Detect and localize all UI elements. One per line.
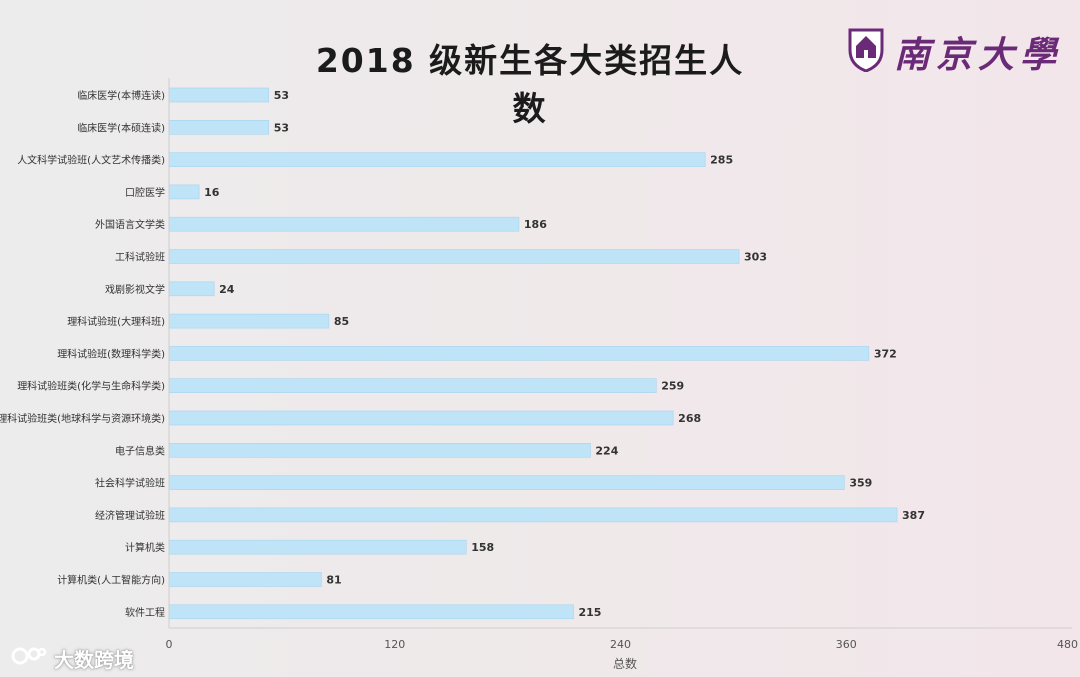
x-axis-label: 总数 — [613, 656, 637, 671]
bar — [168, 184, 200, 200]
value-label: 359 — [849, 477, 872, 490]
x-tick-label: 360 — [836, 638, 857, 651]
bar — [168, 604, 574, 620]
bar — [168, 120, 270, 135]
bar — [168, 249, 740, 264]
value-label: 53 — [274, 121, 289, 134]
value-label: 215 — [578, 606, 601, 619]
value-label: 186 — [524, 218, 547, 231]
category-label: 计算机类(人工智能方向) — [57, 574, 165, 587]
category-label: 口腔医学 — [125, 186, 165, 199]
chart-title: 2018 级新生各大类招生人数 — [315, 41, 745, 128]
value-label: 24 — [219, 283, 235, 296]
value-label: 285 — [710, 154, 733, 167]
category-label: 外国语言文学类 — [95, 218, 165, 231]
value-label: 16 — [204, 186, 220, 199]
university-seal-icon — [848, 28, 884, 72]
category-label: 工科试验班 — [115, 251, 165, 264]
bars-group — [168, 87, 898, 620]
category-label: 理科试验班(数理科学类) — [57, 347, 165, 360]
bar — [168, 216, 520, 232]
bar — [168, 410, 674, 426]
value-label: 303 — [744, 251, 767, 264]
category-label: 理科试验班类(化学与生命科学类) — [17, 380, 165, 393]
value-labels: 53 53 285 16 186 303 24 85 372 259 268 224 359 387 158… — [204, 89, 925, 619]
category-label: 理科试验班(大理科班) — [67, 315, 165, 328]
category-label: 人文科学试验班(人文艺术传播类) — [17, 154, 165, 167]
x-tick-label: 480 — [1057, 638, 1078, 651]
bar — [168, 313, 330, 329]
value-label: 85 — [334, 315, 349, 328]
bar — [168, 539, 467, 555]
x-tick-label: 240 — [610, 638, 631, 651]
university-name: 南京大學 — [894, 34, 1063, 76]
bar — [168, 346, 870, 361]
university-logo: 南京大學 — [846, 24, 1066, 78]
x-tick-label: 120 — [384, 638, 405, 651]
category-label: 电子信息类 — [115, 444, 165, 457]
category-label: 理科试验班类(地球科学与资源环境类) — [0, 412, 165, 425]
category-label: 临床医学(本博连读) — [77, 89, 165, 102]
bar — [168, 87, 270, 103]
bar — [168, 281, 215, 297]
x-axis: 0 120 240 360 480 — [166, 78, 1078, 651]
bar — [168, 572, 322, 587]
value-label: 268 — [678, 412, 701, 425]
category-label: 经济管理试验班 — [95, 509, 165, 522]
category-label: 社会科学试验班 — [95, 477, 165, 490]
bar — [168, 475, 845, 490]
x-tick-label: 0 — [166, 638, 173, 651]
weibo-icon — [11, 647, 47, 665]
category-label: 软件工程 — [125, 606, 165, 619]
category-labels: 临床医学(本博连读) 临床医学(本硕连读) 人文科学试验班(人文艺术传播类) 口腔医学… — [0, 89, 165, 619]
value-label: 158 — [471, 541, 494, 554]
value-label: 224 — [595, 444, 618, 457]
value-label: 372 — [874, 347, 897, 360]
category-label: 计算机类 — [125, 541, 165, 554]
value-label: 81 — [326, 574, 341, 587]
value-label: 53 — [274, 89, 289, 102]
value-label: 259 — [661, 380, 684, 393]
value-label: 387 — [902, 509, 925, 522]
bar — [168, 152, 706, 167]
watermark-text: 大数跨境 — [54, 648, 134, 672]
bar — [168, 442, 591, 458]
category-label: 临床医学(本硕连读) — [77, 121, 165, 134]
bar — [168, 507, 898, 523]
bar — [168, 378, 657, 394]
category-label: 戏剧影视文学 — [105, 283, 165, 296]
